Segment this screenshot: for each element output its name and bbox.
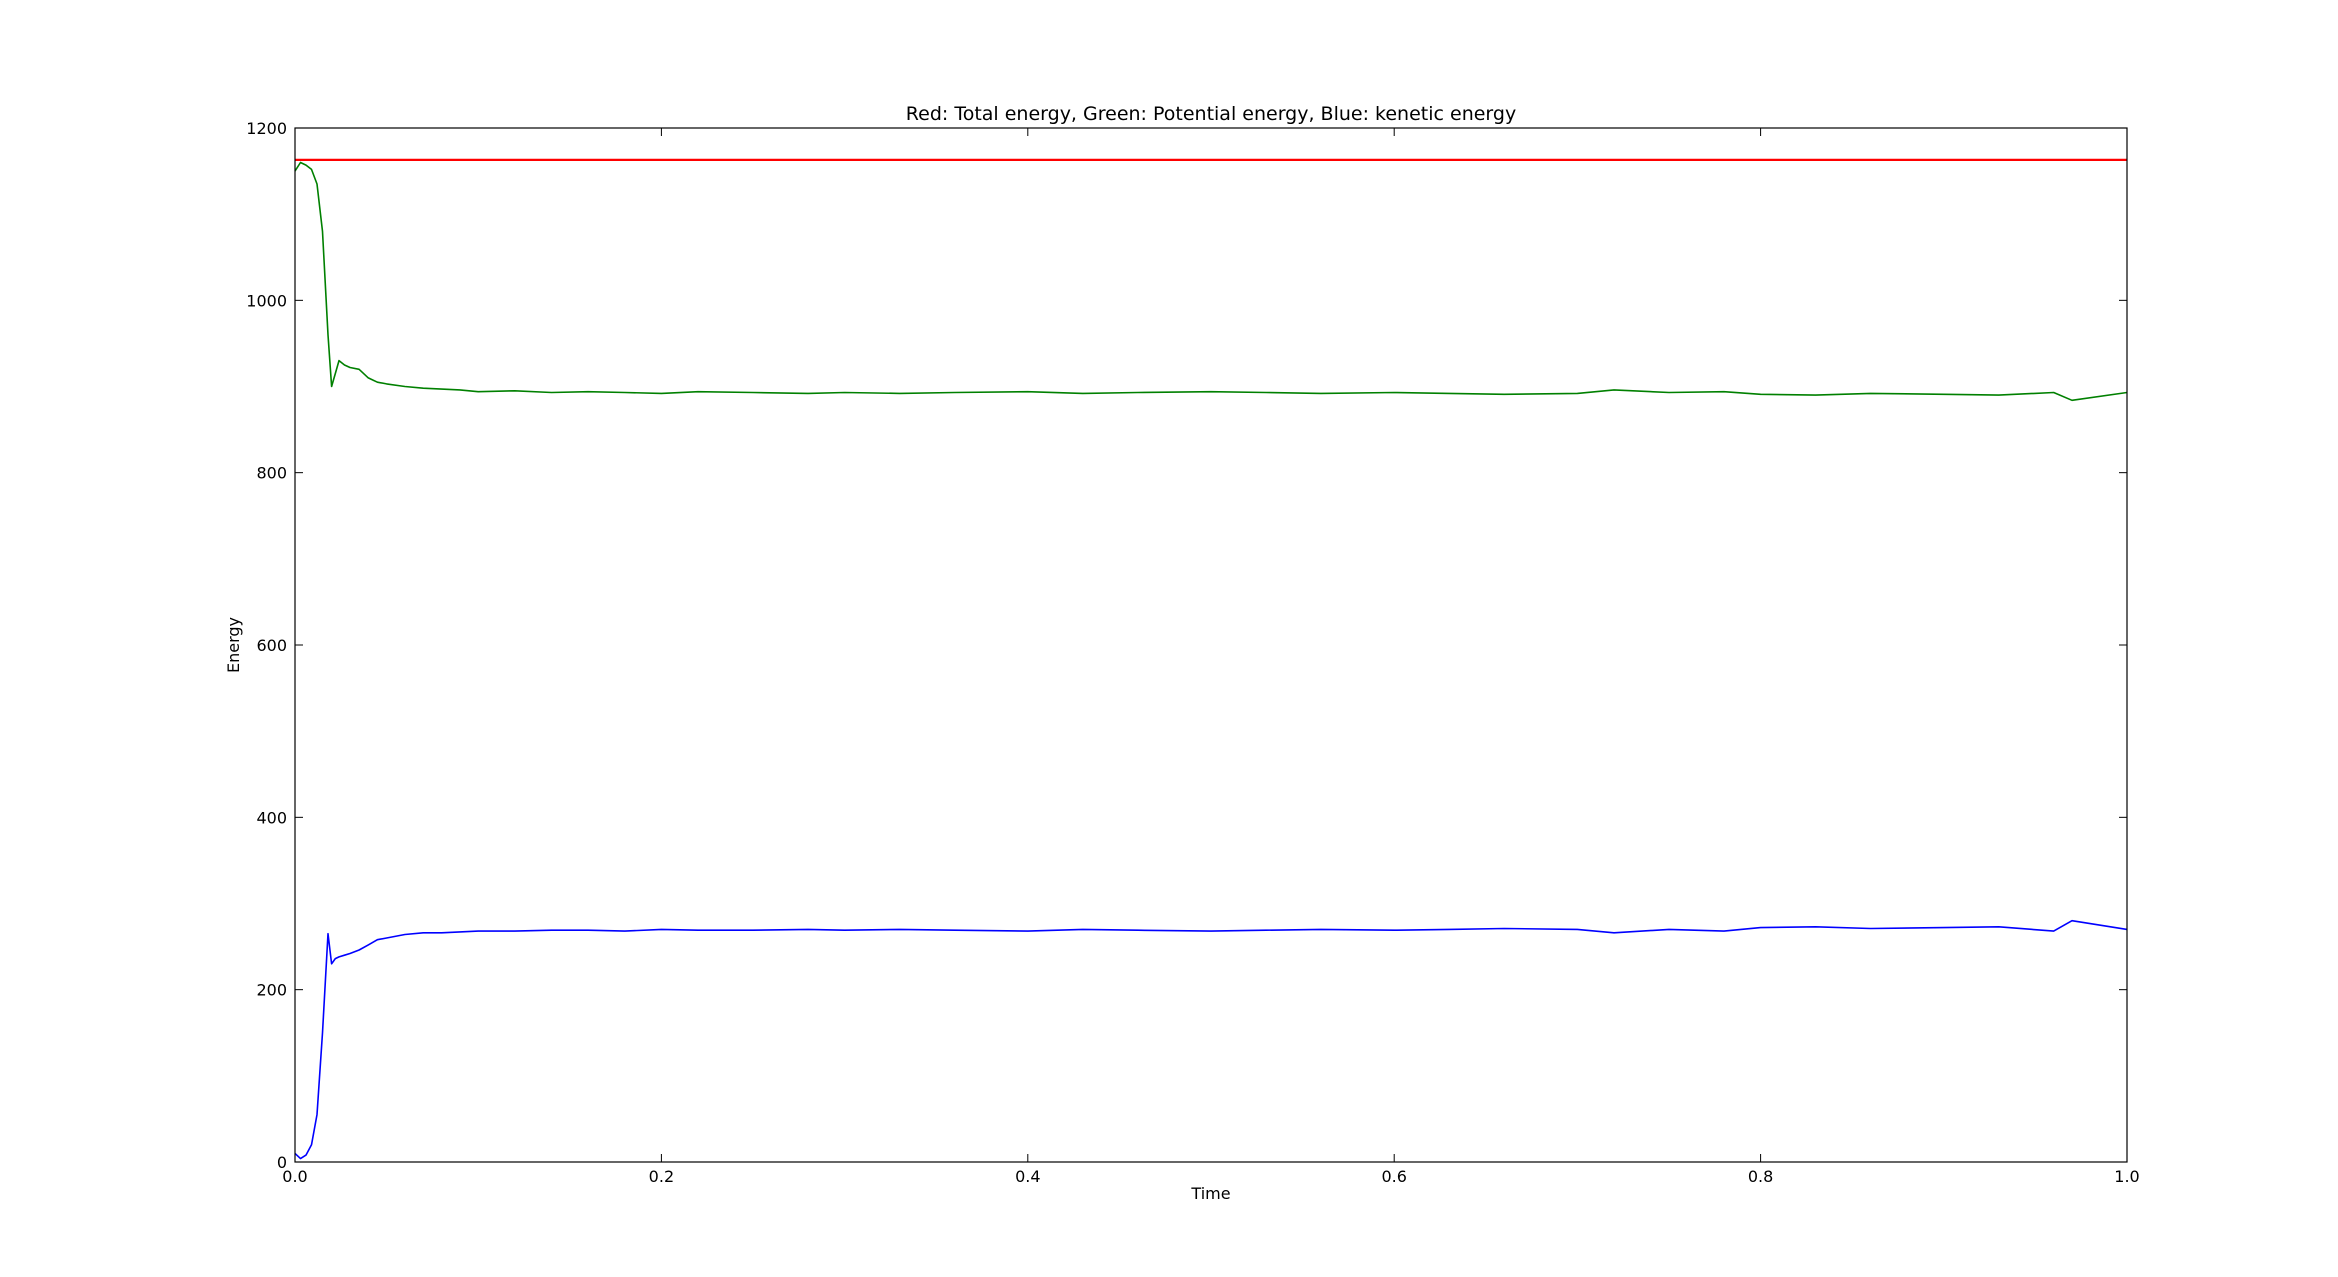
x-tick-label: 0.8 (1748, 1167, 1773, 1186)
x-tick-label: 1.0 (2114, 1167, 2139, 1186)
y-axis-label: Energy (224, 617, 243, 673)
x-tick-label: 0.6 (1381, 1167, 1406, 1186)
x-tick-label: 0.2 (649, 1167, 674, 1186)
y-tick-label: 200 (256, 981, 287, 1000)
chart-title: Red: Total energy, Green: Potential ener… (906, 103, 1516, 125)
series-lines (294, 158, 2128, 1160)
x-axis-label: Time (1190, 1184, 1230, 1203)
axis-ticks: 0.0 0.2 0.4 0.6 0.8 1.0 0 200 400 600 800 1000 1200 (246, 119, 2139, 1186)
kinetic-energy-line (294, 919, 2128, 1160)
x-tick-label: 0.4 (1015, 1167, 1040, 1186)
y-tick-label: 400 (256, 808, 287, 827)
y-tick-label: 1000 (246, 291, 287, 310)
y-tick-label: 800 (256, 464, 287, 483)
y-tick-label: 600 (256, 636, 287, 655)
x-tick-label: 0.0 (282, 1167, 307, 1186)
plot-frame (294, 127, 2128, 1163)
potential-energy-line (294, 161, 2128, 402)
y-tick-label: 0 (277, 1153, 287, 1172)
y-tick-label: 1200 (246, 119, 287, 138)
